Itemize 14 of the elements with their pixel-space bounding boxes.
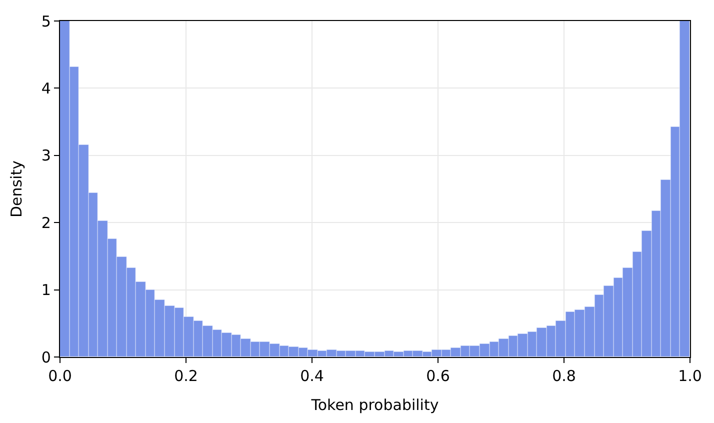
x-axis-title: Token probability [310,396,439,414]
x-tick-label: 0.2 [174,367,198,386]
x-tick-label: 0.4 [300,367,324,386]
y-tick-label: 1 [41,281,51,300]
y-tick-label: 5 [41,12,51,30]
y-tick-label: 0 [41,348,51,366]
x-tick-label: 0.0 [48,367,72,386]
x-tick-label: 1.0 [678,367,702,386]
x-tick-label: 0.8 [552,367,576,386]
x-tick-label: 0.6 [426,367,450,386]
y-tick-label: 4 [41,79,51,98]
y-tick-label: 3 [41,146,51,165]
y-axis-title: Density [8,160,26,218]
y-tick-label: 2 [41,214,51,232]
